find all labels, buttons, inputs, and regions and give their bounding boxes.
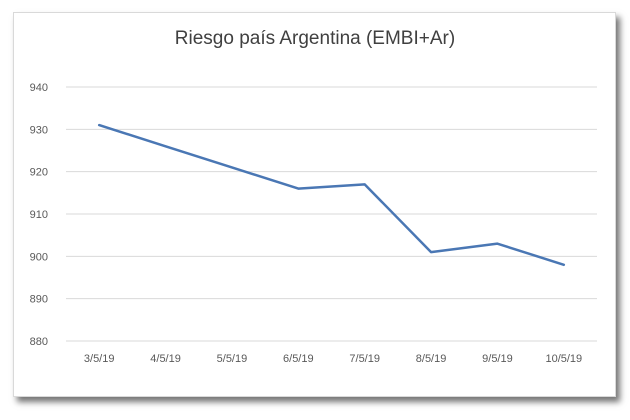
series-line <box>97 123 566 267</box>
x-axis-ticks: 3/5/19 4/5/19 5/5/19 6/5/19 7/5/19 8/5/19 9/5/… <box>84 353 582 365</box>
y-tick-label: 940 <box>30 82 48 94</box>
chart-title: Riesgo país Argentina (EMBI+Ar) <box>174 28 456 49</box>
x-tick-label: 4/5/19 <box>150 353 181 365</box>
y-tick-label: 900 <box>30 251 48 263</box>
x-tick-label: 6/5/19 <box>283 353 314 365</box>
series-group <box>97 123 566 267</box>
x-tick-label: 9/5/19 <box>482 353 513 365</box>
y-axis-ticks: 880 890 900 910 920 930 940 <box>30 82 48 348</box>
y-tick-label: 890 <box>30 294 48 306</box>
chart-frame <box>13 12 616 397</box>
y-tick-label: 920 <box>30 167 48 179</box>
x-tick-label: 7/5/19 <box>349 353 380 365</box>
y-tick-label: 910 <box>30 209 48 221</box>
y-tick-label: 930 <box>30 124 48 136</box>
x-tick-label: 8/5/19 <box>416 353 447 365</box>
x-tick-label: 10/5/19 <box>545 353 582 365</box>
x-tick-label: 3/5/19 <box>84 353 115 365</box>
x-tick-label: 5/5/19 <box>217 353 248 365</box>
y-tick-label: 880 <box>30 336 48 348</box>
gridlines <box>66 86 597 342</box>
